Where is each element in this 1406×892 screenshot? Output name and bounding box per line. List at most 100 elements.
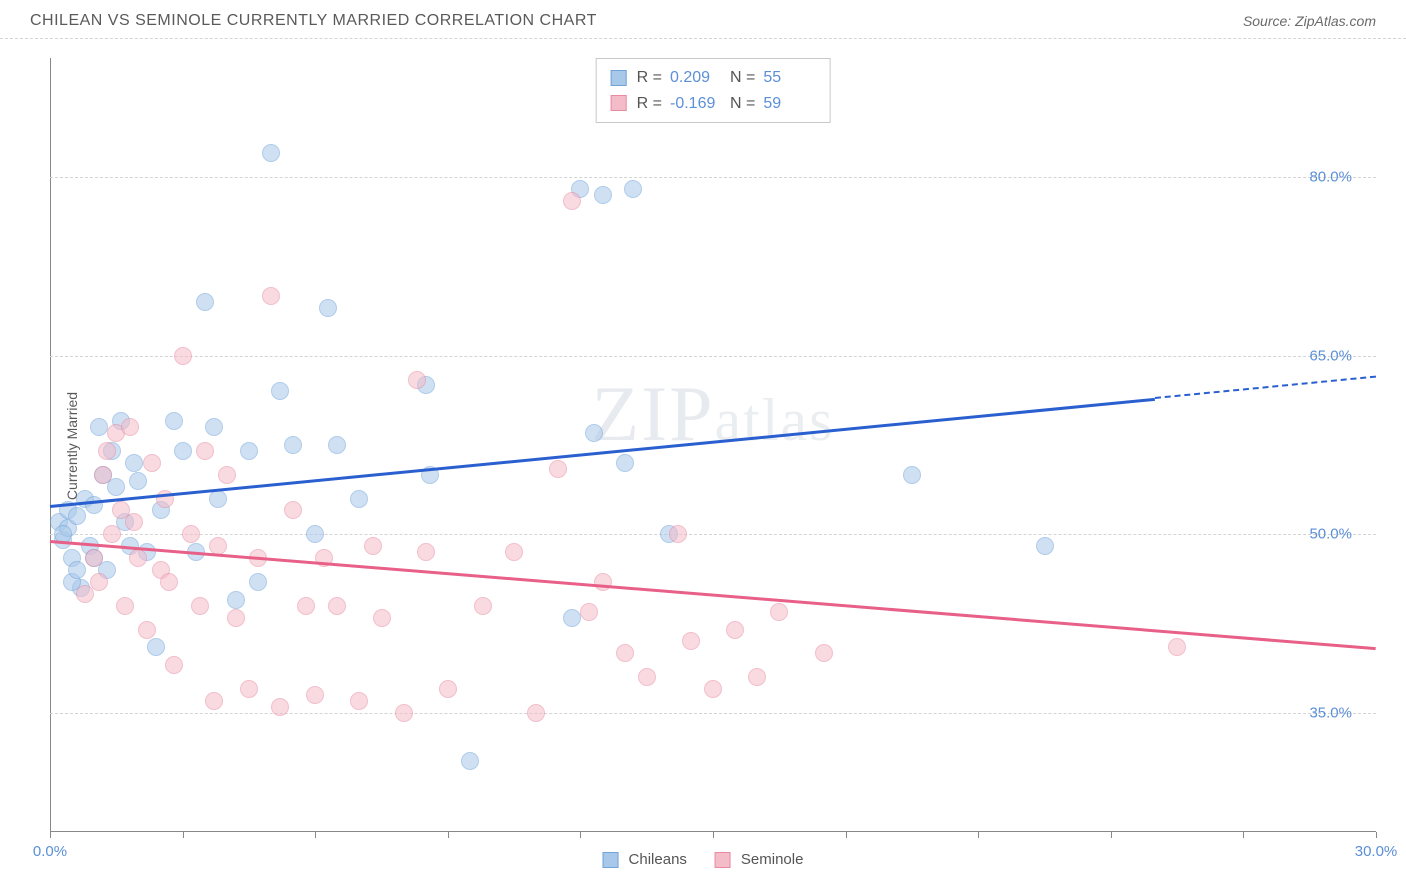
data-point bbox=[174, 347, 192, 365]
data-point bbox=[262, 144, 280, 162]
data-point bbox=[770, 603, 788, 621]
data-point bbox=[205, 692, 223, 710]
n-value: 59 bbox=[763, 91, 815, 117]
data-point bbox=[262, 287, 280, 305]
watermark: ZIPatlas bbox=[592, 369, 835, 459]
chart-header: CHILEAN VS SEMINOLE CURRENTLY MARRIED CO… bbox=[0, 0, 1406, 39]
data-point bbox=[85, 549, 103, 567]
data-point bbox=[284, 501, 302, 519]
x-tick bbox=[978, 832, 979, 838]
r-value: 0.209 bbox=[670, 65, 722, 91]
data-point bbox=[364, 537, 382, 555]
x-tick bbox=[846, 832, 847, 838]
n-value: 55 bbox=[763, 65, 815, 91]
data-point bbox=[306, 686, 324, 704]
trend-line bbox=[50, 397, 1155, 507]
gridline bbox=[50, 713, 1376, 714]
data-point bbox=[147, 638, 165, 656]
data-point bbox=[85, 496, 103, 514]
data-point bbox=[417, 543, 435, 561]
data-point bbox=[549, 460, 567, 478]
legend-row-chileans: R = 0.209 N = 55 bbox=[611, 65, 816, 91]
data-point bbox=[174, 442, 192, 460]
y-tick-label: 50.0% bbox=[1309, 526, 1352, 543]
data-point bbox=[121, 418, 139, 436]
data-point bbox=[408, 371, 426, 389]
series-legend: Chileans Seminole bbox=[603, 851, 804, 868]
data-point bbox=[682, 632, 700, 650]
x-tick bbox=[183, 832, 184, 838]
data-point bbox=[182, 525, 200, 543]
data-point bbox=[129, 472, 147, 490]
data-point bbox=[563, 609, 581, 627]
gridline bbox=[50, 177, 1376, 178]
data-point bbox=[196, 293, 214, 311]
data-point bbox=[1168, 638, 1186, 656]
data-point bbox=[227, 609, 245, 627]
x-tick-label: 0.0% bbox=[33, 843, 67, 860]
data-point bbox=[94, 466, 112, 484]
trend-line bbox=[1155, 376, 1376, 399]
data-point bbox=[284, 436, 302, 454]
x-tick bbox=[1111, 832, 1112, 838]
chart-title: CHILEAN VS SEMINOLE CURRENTLY MARRIED CO… bbox=[30, 12, 597, 30]
data-point bbox=[191, 597, 209, 615]
data-point bbox=[240, 680, 258, 698]
legend-swatch-icon bbox=[611, 95, 627, 111]
x-tick bbox=[1243, 832, 1244, 838]
data-point bbox=[1036, 537, 1054, 555]
data-point bbox=[373, 609, 391, 627]
x-tick-label: 30.0% bbox=[1355, 843, 1398, 860]
data-point bbox=[726, 621, 744, 639]
data-point bbox=[616, 454, 634, 472]
x-tick bbox=[50, 832, 51, 838]
legend-swatch-icon bbox=[603, 852, 619, 868]
gridline bbox=[50, 534, 1376, 535]
data-point bbox=[594, 573, 612, 591]
r-value: -0.169 bbox=[670, 91, 722, 117]
data-point bbox=[125, 454, 143, 472]
data-point bbox=[616, 644, 634, 662]
y-tick-label: 80.0% bbox=[1309, 169, 1352, 186]
chart-source: Source: ZipAtlas.com bbox=[1243, 13, 1376, 29]
data-point bbox=[209, 490, 227, 508]
correlation-legend: R = 0.209 N = 55 R = -0.169 N = 59 bbox=[596, 58, 831, 123]
trend-line bbox=[50, 540, 1376, 650]
data-point bbox=[90, 418, 108, 436]
data-point bbox=[196, 442, 214, 460]
data-point bbox=[474, 597, 492, 615]
data-point bbox=[585, 424, 603, 442]
data-point bbox=[669, 525, 687, 543]
data-point bbox=[594, 186, 612, 204]
data-point bbox=[116, 597, 134, 615]
x-tick bbox=[1376, 832, 1377, 838]
data-point bbox=[205, 418, 223, 436]
data-point bbox=[704, 680, 722, 698]
scatter-plot: ZIPatlas 35.0%50.0%65.0%80.0%0.0%30.0% bbox=[50, 58, 1376, 832]
data-point bbox=[138, 621, 156, 639]
data-point bbox=[624, 180, 642, 198]
data-point bbox=[240, 442, 258, 460]
data-point bbox=[103, 525, 121, 543]
data-point bbox=[350, 490, 368, 508]
data-point bbox=[68, 507, 86, 525]
x-tick bbox=[315, 832, 316, 838]
legend-swatch-icon bbox=[611, 70, 627, 86]
y-axis bbox=[50, 58, 51, 832]
data-point bbox=[563, 192, 581, 210]
data-point bbox=[527, 704, 545, 722]
data-point bbox=[165, 656, 183, 674]
data-point bbox=[319, 299, 337, 317]
data-point bbox=[580, 603, 598, 621]
y-tick-label: 35.0% bbox=[1309, 704, 1352, 721]
legend-label: Chileans bbox=[629, 851, 687, 868]
data-point bbox=[395, 704, 413, 722]
data-point bbox=[350, 692, 368, 710]
chart-plot-area: ZIPatlas 35.0%50.0%65.0%80.0%0.0%30.0% R… bbox=[50, 58, 1376, 832]
data-point bbox=[271, 698, 289, 716]
data-point bbox=[90, 573, 108, 591]
data-point bbox=[98, 442, 116, 460]
data-point bbox=[160, 573, 178, 591]
legend-item-seminole: Seminole bbox=[715, 851, 804, 868]
data-point bbox=[505, 543, 523, 561]
